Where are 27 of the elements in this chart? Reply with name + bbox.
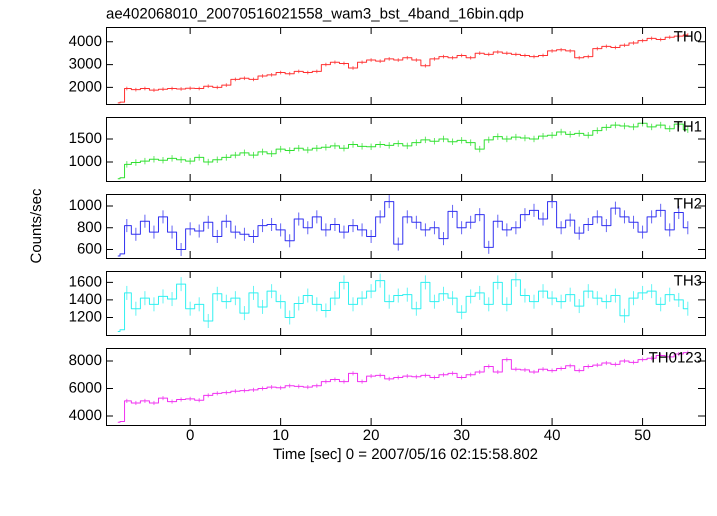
series-label: TH0 xyxy=(674,28,702,46)
x-tick-label: 50 xyxy=(634,427,651,444)
y-tick-label: 1500 xyxy=(68,130,102,148)
y-axis-title: Counts/sec xyxy=(28,188,46,264)
y-tick-label: 6000 xyxy=(68,380,102,397)
series-label: TH2 xyxy=(674,196,702,213)
y-tick-label: 1200 xyxy=(68,308,102,326)
y-tick-label: 3000 xyxy=(68,56,102,73)
chart-title: ae402068010_20070516021558_wam3_bst_4band_16bin.qdp xyxy=(106,6,524,23)
y-tick-label: 1000 xyxy=(68,153,102,170)
x-tick-label: 0 xyxy=(186,427,194,444)
series-label: TH3 xyxy=(674,272,702,290)
x-tick-label: 10 xyxy=(272,427,289,444)
y-tick-label: 1400 xyxy=(68,291,102,308)
y-tick-label: 800 xyxy=(76,218,102,236)
y-tick-label: 4000 xyxy=(68,407,102,424)
y-tick-label: 600 xyxy=(76,240,102,258)
y-tick-label: 1000 xyxy=(68,197,102,214)
x-tick-label: 20 xyxy=(362,427,380,444)
series-label: TH0123 xyxy=(648,350,702,367)
y-tick-label: 4000 xyxy=(68,32,102,50)
x-tick-label: 40 xyxy=(544,427,560,444)
y-tick-label: 2000 xyxy=(68,78,102,96)
y-tick-label: 8000 xyxy=(68,352,102,370)
y-tick-label: 1600 xyxy=(68,274,102,291)
x-tick-label: 30 xyxy=(453,427,470,444)
x-axis-title: Time [sec] 0 = 2007/05/16 02:15:58.802 xyxy=(272,446,538,464)
